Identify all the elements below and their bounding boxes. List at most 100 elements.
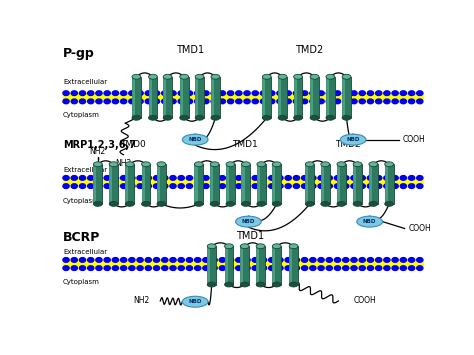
Circle shape (170, 258, 176, 262)
Circle shape (170, 184, 176, 189)
Circle shape (293, 258, 300, 262)
Circle shape (269, 184, 275, 189)
Text: Extracellular: Extracellular (63, 79, 107, 85)
Circle shape (112, 258, 118, 262)
Circle shape (104, 99, 110, 104)
Circle shape (417, 91, 423, 95)
Text: TMD1: TMD1 (232, 140, 258, 149)
Text: BCRP: BCRP (63, 231, 100, 244)
Bar (342, 77, 345, 118)
Circle shape (63, 176, 69, 180)
Circle shape (392, 99, 398, 104)
Circle shape (417, 176, 423, 180)
Ellipse shape (240, 282, 249, 287)
Text: MRP1,2,3,6,7: MRP1,2,3,6,7 (63, 140, 136, 150)
Circle shape (236, 99, 242, 104)
Circle shape (112, 266, 118, 271)
Circle shape (79, 99, 86, 104)
Ellipse shape (207, 244, 216, 249)
Circle shape (375, 184, 382, 189)
Bar (278, 77, 281, 118)
Circle shape (359, 258, 365, 262)
Ellipse shape (357, 216, 383, 227)
Bar (194, 164, 198, 204)
Circle shape (162, 99, 168, 104)
Circle shape (120, 91, 127, 95)
Bar (125, 164, 134, 204)
Ellipse shape (305, 162, 314, 167)
Text: NBD: NBD (189, 299, 202, 304)
Circle shape (154, 184, 160, 189)
Ellipse shape (109, 201, 118, 206)
Ellipse shape (340, 134, 366, 145)
Circle shape (384, 184, 390, 189)
Circle shape (79, 266, 86, 271)
Ellipse shape (157, 162, 166, 167)
Bar (257, 164, 260, 204)
Circle shape (129, 184, 135, 189)
Circle shape (211, 258, 217, 262)
Ellipse shape (194, 201, 203, 206)
Circle shape (409, 99, 415, 104)
Circle shape (343, 91, 349, 95)
Text: TMD1: TMD1 (236, 231, 264, 241)
Circle shape (63, 99, 69, 104)
Circle shape (409, 184, 415, 189)
Ellipse shape (337, 201, 346, 206)
Circle shape (236, 184, 242, 189)
Ellipse shape (157, 201, 166, 206)
Circle shape (269, 91, 275, 95)
Bar (142, 164, 150, 204)
Circle shape (120, 176, 127, 180)
Circle shape (326, 91, 332, 95)
Circle shape (211, 91, 217, 95)
Bar (272, 164, 275, 204)
Circle shape (244, 258, 250, 262)
Bar (148, 77, 152, 118)
Circle shape (310, 258, 316, 262)
Circle shape (186, 258, 192, 262)
Ellipse shape (210, 201, 219, 206)
Bar (278, 77, 287, 118)
Bar (194, 164, 203, 204)
Ellipse shape (293, 115, 302, 120)
Ellipse shape (353, 162, 362, 167)
Circle shape (384, 91, 390, 95)
Bar (310, 77, 313, 118)
Circle shape (211, 99, 217, 104)
Bar (157, 164, 166, 204)
Circle shape (400, 184, 407, 189)
Circle shape (252, 99, 258, 104)
Circle shape (310, 266, 316, 271)
Circle shape (326, 176, 332, 180)
Circle shape (285, 266, 292, 271)
Bar (148, 77, 157, 118)
Ellipse shape (148, 74, 157, 79)
Circle shape (112, 99, 118, 104)
Circle shape (293, 176, 300, 180)
Ellipse shape (125, 162, 134, 167)
Circle shape (145, 99, 151, 104)
Ellipse shape (226, 162, 235, 167)
Circle shape (194, 258, 201, 262)
Circle shape (228, 99, 234, 104)
Ellipse shape (289, 244, 298, 249)
Circle shape (96, 91, 102, 95)
Bar (132, 77, 135, 118)
Ellipse shape (142, 201, 150, 206)
Circle shape (293, 91, 300, 95)
Bar (210, 164, 213, 204)
Circle shape (375, 258, 382, 262)
Ellipse shape (272, 162, 281, 167)
Ellipse shape (321, 162, 329, 167)
Circle shape (145, 258, 151, 262)
Circle shape (269, 266, 275, 271)
Circle shape (162, 258, 168, 262)
Ellipse shape (342, 115, 351, 120)
Circle shape (285, 258, 292, 262)
Circle shape (417, 99, 423, 104)
Bar (207, 246, 210, 284)
Circle shape (145, 266, 151, 271)
Ellipse shape (241, 162, 250, 167)
Ellipse shape (211, 74, 220, 79)
